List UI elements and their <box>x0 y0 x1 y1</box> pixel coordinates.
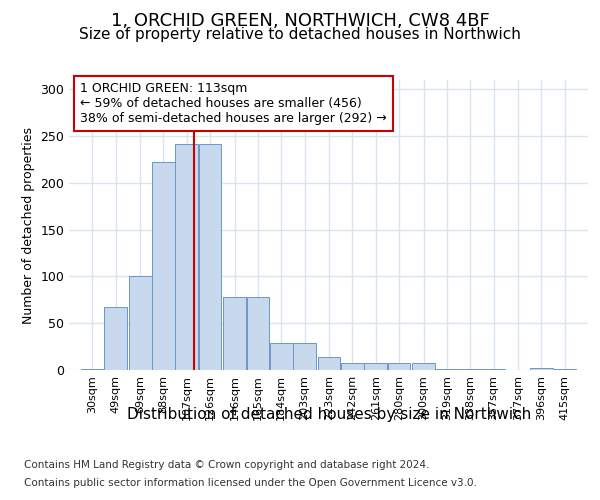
Text: Size of property relative to detached houses in Northwich: Size of property relative to detached ho… <box>79 28 521 42</box>
Bar <box>175 144 198 370</box>
Text: 1, ORCHID GREEN, NORTHWICH, CW8 4BF: 1, ORCHID GREEN, NORTHWICH, CW8 4BF <box>110 12 490 30</box>
Bar <box>436 369 458 370</box>
Text: 1 ORCHID GREEN: 113sqm
← 59% of detached houses are smaller (456)
38% of semi-de: 1 ORCHID GREEN: 113sqm ← 59% of detached… <box>80 82 387 125</box>
Bar <box>318 357 340 370</box>
Bar <box>530 368 553 370</box>
Bar <box>223 297 246 370</box>
Bar <box>129 276 152 370</box>
Bar <box>104 308 127 370</box>
Bar <box>152 162 175 370</box>
Text: Contains public sector information licensed under the Open Government Licence v3: Contains public sector information licen… <box>24 478 477 488</box>
Bar <box>459 369 482 370</box>
Text: Contains HM Land Registry data © Crown copyright and database right 2024.: Contains HM Land Registry data © Crown c… <box>24 460 430 470</box>
Bar <box>364 362 387 370</box>
Bar <box>553 369 576 370</box>
Bar <box>341 362 364 370</box>
Bar <box>247 297 269 370</box>
Bar <box>482 369 505 370</box>
Bar <box>199 144 221 370</box>
Bar <box>270 343 293 370</box>
Text: Distribution of detached houses by size in Northwich: Distribution of detached houses by size … <box>127 408 531 422</box>
Bar <box>388 364 410 370</box>
Bar <box>412 364 435 370</box>
Bar <box>81 369 104 370</box>
Bar <box>293 343 316 370</box>
Y-axis label: Number of detached properties: Number of detached properties <box>22 126 35 324</box>
